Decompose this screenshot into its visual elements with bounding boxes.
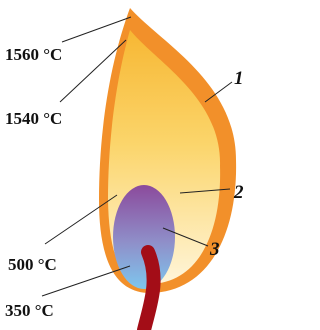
flame-diagram: 1560 °C 1540 °C 500 °C 350 °C 1 2 3 xyxy=(0,0,250,330)
inner-core xyxy=(113,185,175,289)
temperature-label: 350 °C xyxy=(5,301,54,320)
temperature-label: 500 °C xyxy=(8,255,57,274)
temperature-label: 1560 °C xyxy=(5,45,62,64)
zone-label: 2 xyxy=(233,182,244,203)
page: 1560 °C 1540 °C 500 °C 350 °C 1 2 3 (() … xyxy=(0,0,250,330)
zone-label: 1 xyxy=(234,68,244,89)
temperature-label: 1540 °C xyxy=(5,109,62,128)
zone-label: 3 xyxy=(209,239,220,260)
